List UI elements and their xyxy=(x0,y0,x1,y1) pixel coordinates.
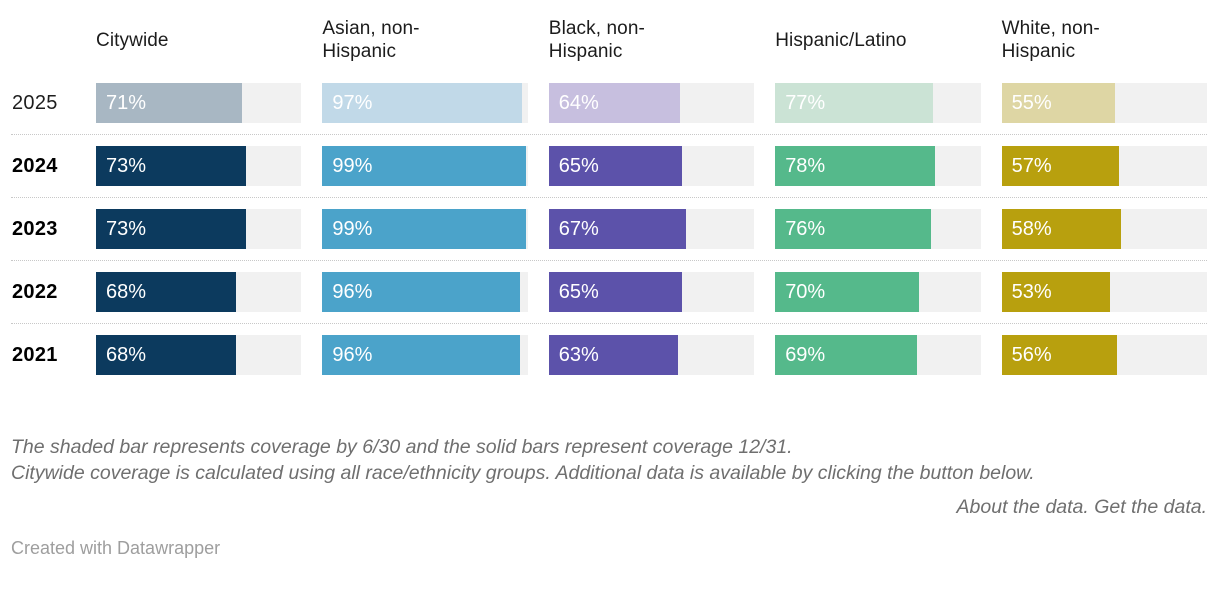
bar-value-label: 78% xyxy=(785,154,826,177)
bar[interactable]: 97% xyxy=(322,83,522,123)
bar-value-label: 68% xyxy=(106,280,147,303)
bar-track: 73% xyxy=(96,146,302,186)
bar-track: 65% xyxy=(548,272,755,312)
year-label: 2022 xyxy=(12,280,58,303)
bar-track: 96% xyxy=(322,272,528,312)
bar-value-label: 65% xyxy=(558,280,599,303)
bar-value-label: 96% xyxy=(332,280,373,303)
bar-value-label: 55% xyxy=(1011,91,1052,114)
bar-track: 55% xyxy=(1001,83,1207,123)
bar[interactable]: 69% xyxy=(775,335,917,375)
table-row: 2022 68% 96% 65% 70% 53% xyxy=(11,261,1207,324)
table-row: 2023 73% 99% 67% 76% 58% xyxy=(11,198,1207,261)
bar[interactable]: 65% xyxy=(548,272,683,312)
bar-value-label: 77% xyxy=(785,91,826,114)
bar[interactable]: 63% xyxy=(548,335,679,375)
bar-track: 70% xyxy=(775,272,981,312)
bar-value-label: 76% xyxy=(785,217,826,240)
bar-value-label: 64% xyxy=(558,91,599,114)
data-links-row: About the data. Get the data. xyxy=(11,494,1207,520)
bar-track: 68% xyxy=(96,272,302,312)
year-label: 2024 xyxy=(12,154,58,177)
bar[interactable]: 77% xyxy=(775,83,934,123)
year-label: 2025 xyxy=(12,91,58,114)
bar-value-label: 73% xyxy=(106,217,147,240)
column-header-hispanic: Hispanic/Latino xyxy=(775,29,907,51)
bar[interactable]: 55% xyxy=(1001,83,1115,123)
bar-track: 68% xyxy=(96,335,302,375)
bar-track: 77% xyxy=(775,83,981,123)
column-header-row: Citywide Asian, non- Hispanic Black, non… xyxy=(11,8,1207,72)
bar-track: 71% xyxy=(96,83,302,123)
bar[interactable]: 99% xyxy=(322,146,526,186)
year-label: 2023 xyxy=(12,217,58,240)
bar-value-label: 99% xyxy=(332,217,373,240)
bar-value-label: 68% xyxy=(106,343,147,366)
bar-value-label: 96% xyxy=(332,343,373,366)
bar[interactable]: 73% xyxy=(96,146,246,186)
bar-track: 96% xyxy=(322,335,528,375)
bar-value-label: 71% xyxy=(106,91,147,114)
about-the-data-link[interactable]: About the data. xyxy=(956,496,1089,518)
bar-value-label: 58% xyxy=(1011,217,1052,240)
bar[interactable]: 76% xyxy=(775,209,932,249)
bar[interactable]: 64% xyxy=(548,83,681,123)
bar[interactable]: 58% xyxy=(1001,209,1121,249)
bar-value-label: 99% xyxy=(332,154,373,177)
bar[interactable]: 65% xyxy=(548,146,683,186)
bar-track: 69% xyxy=(775,335,981,375)
table-row: 2021 68% 96% 63% 69% 56% xyxy=(11,324,1207,386)
table-row: 2024 73% 99% 65% 78% 57% xyxy=(11,135,1207,198)
bar[interactable]: 68% xyxy=(96,335,236,375)
bar-track: 58% xyxy=(1001,209,1207,249)
bar-track: 97% xyxy=(322,83,528,123)
bar-track: 65% xyxy=(548,146,755,186)
bar-track: 64% xyxy=(548,83,755,123)
datawrapper-attribution: Created with Datawrapper xyxy=(11,538,221,558)
bar[interactable]: 57% xyxy=(1001,146,1119,186)
bar[interactable]: 73% xyxy=(96,209,246,249)
footnote-line-2: Citywide coverage is calculated using al… xyxy=(11,462,1035,484)
get-the-data-link[interactable]: Get the data. xyxy=(1094,496,1207,518)
table-row: 2025 71% 97% 64% 77% 55% xyxy=(11,72,1207,135)
bar-value-label: 65% xyxy=(558,154,599,177)
bar-track: 78% xyxy=(775,146,981,186)
bar[interactable]: 70% xyxy=(775,272,919,312)
bar-value-label: 53% xyxy=(1011,280,1052,303)
bar[interactable]: 99% xyxy=(322,209,526,249)
bar-value-label: 73% xyxy=(106,154,147,177)
column-header-citywide: Citywide xyxy=(96,29,169,51)
bar-value-label: 69% xyxy=(785,343,826,366)
bar-chart-table: Citywide Asian, non- Hispanic Black, non… xyxy=(11,8,1207,386)
bar[interactable]: 56% xyxy=(1001,335,1117,375)
bar-track: 99% xyxy=(322,209,528,249)
bar[interactable]: 96% xyxy=(322,272,520,312)
bar-value-label: 67% xyxy=(558,217,599,240)
column-header-black: Black, non- Hispanic xyxy=(548,18,645,62)
bar[interactable]: 53% xyxy=(1001,272,1111,312)
year-label: 2021 xyxy=(12,343,58,366)
bar-track: 53% xyxy=(1001,272,1207,312)
bar-value-label: 63% xyxy=(558,343,599,366)
bar[interactable]: 71% xyxy=(96,83,242,123)
bar-value-label: 57% xyxy=(1011,154,1052,177)
bar[interactable]: 67% xyxy=(548,209,687,249)
bar-track: 63% xyxy=(548,335,755,375)
column-header-white: White, non- Hispanic xyxy=(1001,18,1100,62)
bar-track: 76% xyxy=(775,209,981,249)
bar-track: 73% xyxy=(96,209,302,249)
bar-value-label: 56% xyxy=(1011,343,1052,366)
column-header-asian: Asian, non- Hispanic xyxy=(322,18,420,62)
bar-value-label: 70% xyxy=(785,280,826,303)
footnote: The shaded bar represents coverage by 6/… xyxy=(11,434,1207,486)
bar[interactable]: 68% xyxy=(96,272,236,312)
bar-track: 57% xyxy=(1001,146,1207,186)
bar[interactable]: 96% xyxy=(322,335,520,375)
bar-track: 56% xyxy=(1001,335,1207,375)
bar-value-label: 97% xyxy=(332,91,373,114)
bar-track: 67% xyxy=(548,209,755,249)
bar[interactable]: 78% xyxy=(775,146,936,186)
footnote-line-1: The shaded bar represents coverage by 6/… xyxy=(11,436,793,458)
bar-track: 99% xyxy=(322,146,528,186)
